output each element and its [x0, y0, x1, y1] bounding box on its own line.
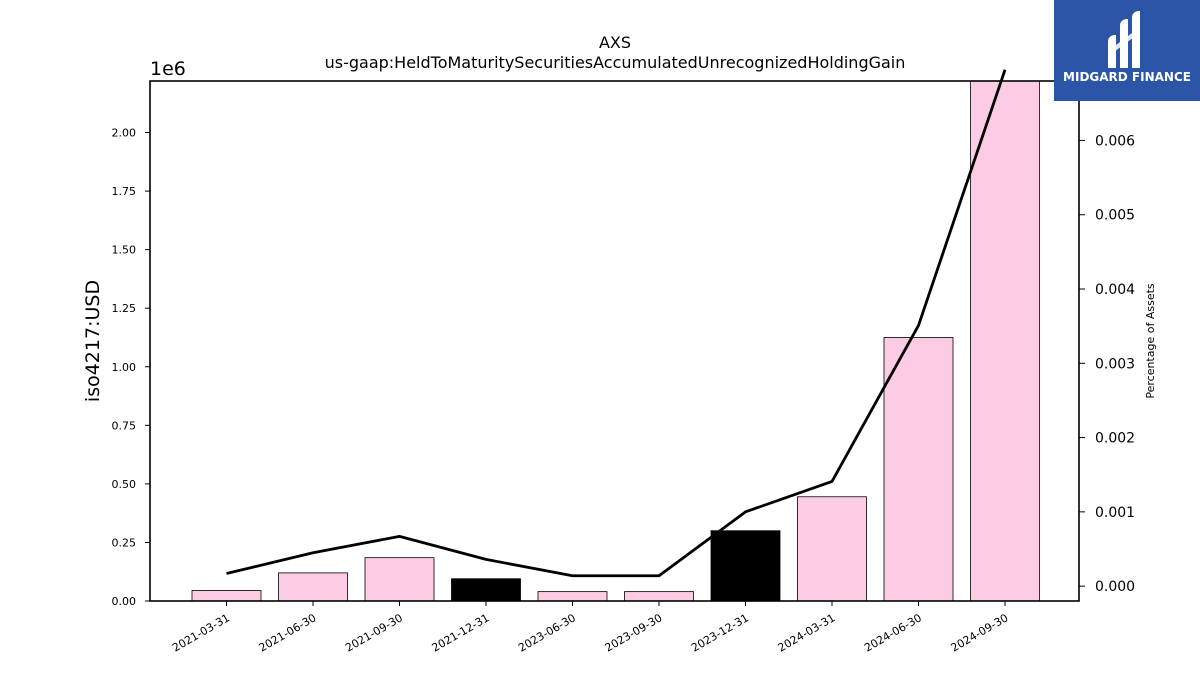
line-layer [226, 69, 1007, 578]
bar-2021-12-31 [451, 578, 521, 602]
bar-2023-09-30 [624, 591, 694, 602]
plot-frame [149, 80, 1080, 602]
logo-text: MIDGARD FINANCE [1063, 70, 1191, 84]
logo-mark-icon [1108, 11, 1140, 68]
bar-2024-09-30 [970, 80, 1040, 602]
bar-2024-03-31 [797, 496, 867, 602]
y-tick-label: 1.75 [112, 185, 137, 198]
percentage-line [226, 69, 1007, 578]
x-tick-label: 2021-09-30 [343, 611, 405, 654]
y2-axis-label: Percentage of Assets [1144, 283, 1157, 399]
y-tick-label: 1.00 [112, 361, 137, 374]
y2-tick-label: 0.003 [1095, 356, 1135, 372]
y-tick-label: 1.25 [112, 302, 137, 315]
y-tick-label: 2.00 [112, 127, 137, 140]
y2-tick-label: 0.005 [1095, 208, 1135, 224]
x-tick-label: 2024-06-30 [862, 611, 924, 654]
x-tick-label: 2024-03-31 [776, 611, 838, 654]
bar-2023-06-30 [537, 591, 608, 602]
y-offset-label: 1e6 [150, 58, 186, 80]
x-tick-label: 2023-09-30 [603, 611, 665, 654]
y-axis-label: iso4217:USD [82, 280, 104, 402]
bar-2021-03-31 [191, 590, 262, 602]
y2-tick-label: 0.002 [1095, 431, 1135, 447]
x-axis-ticks: 2021-03-31 2021-06-30 2021-09-30 2021-12-31… [170, 601, 1011, 655]
bar-2023-12-31 [710, 530, 781, 602]
chart-subtitle: us-gaap:HeldToMaturitySecuritiesAccumula… [325, 53, 906, 72]
midgard-finance-logo: MIDGARD FINANCE [1054, 0, 1200, 101]
y2-tick-label: 0.004 [1095, 282, 1135, 298]
y-tick-label: 0.50 [112, 478, 137, 491]
bar-2024-06-30 [883, 337, 954, 602]
bar-2021-06-30 [278, 572, 348, 602]
y2-tick-label: 0.000 [1095, 579, 1135, 595]
y-tick-label: 1.50 [112, 244, 137, 257]
x-tick-label: 2021-12-31 [430, 611, 492, 654]
x-tick-label: 2023-06-30 [516, 611, 578, 654]
y2-tick-label: 0.006 [1095, 133, 1135, 149]
y-tick-label: 0.25 [112, 536, 137, 549]
bar-2021-09-30 [364, 557, 435, 602]
y-tick-label: 0.75 [112, 419, 137, 432]
y-axis-ticks: 0.00 0.25 0.50 0.75 1.00 1.25 1.50 1.75 2.00 [112, 127, 150, 608]
y-tick-label: 0.00 [112, 595, 137, 608]
y2-axis-ticks: 0.000 0.001 0.002 0.003 0.004 0.005 0.006 [1079, 133, 1135, 595]
x-tick-label: 2023-12-31 [689, 611, 751, 654]
chart-title: AXS [599, 33, 631, 52]
x-tick-label: 2024-09-30 [949, 611, 1011, 654]
x-tick-label: 2021-03-31 [170, 611, 232, 654]
bars-layer [191, 80, 1040, 602]
y2-tick-label: 0.001 [1095, 505, 1135, 521]
x-tick-label: 2021-06-30 [257, 611, 319, 654]
